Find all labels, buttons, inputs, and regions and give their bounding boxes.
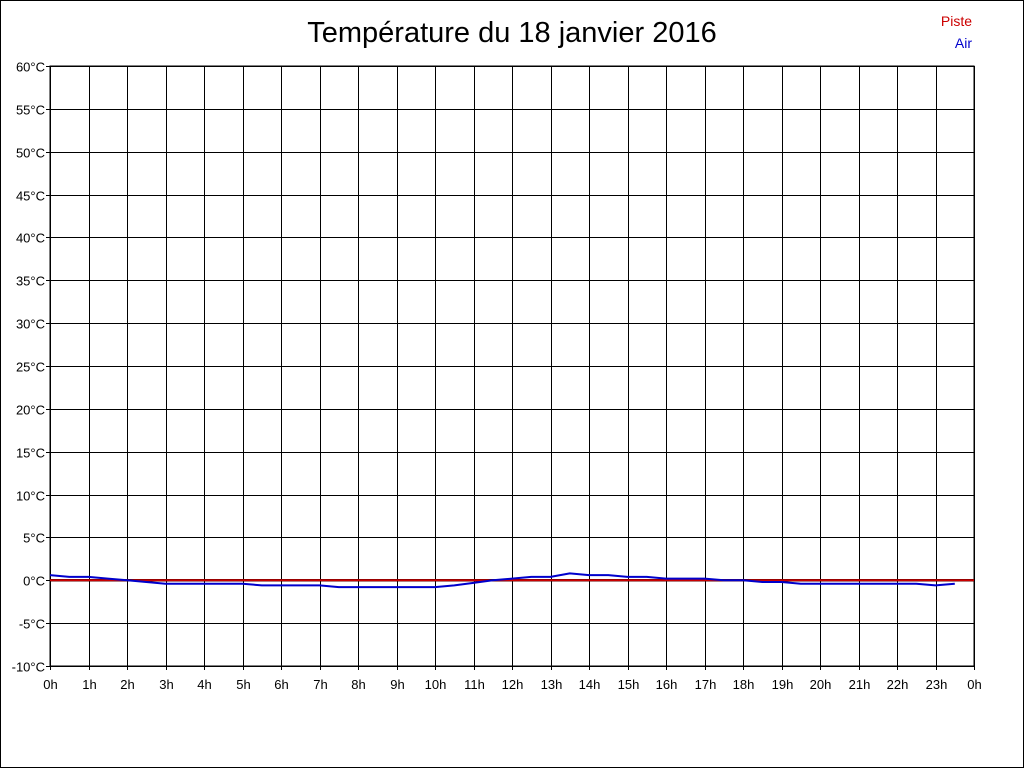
x-tick-label: 14h [579,677,601,692]
x-tick-label: 21h [849,677,871,692]
x-tick-label: 1h [82,677,96,692]
x-tick-label: 16h [656,677,678,692]
x-tick-label: 10h [425,677,447,692]
x-tick-label: 0h [43,677,57,692]
x-tick-label: 13h [541,677,563,692]
y-tick-label: 25°C [16,360,45,375]
x-tick-label: 9h [390,677,404,692]
legend-entry-air: Air [954,35,972,51]
y-tick-label: 55°C [16,103,45,118]
y-tick-label: 60°C [16,60,45,75]
y-tick-label: 50°C [16,146,45,161]
y-tick-label: 35°C [16,274,45,289]
y-tick-label: 40°C [16,231,45,246]
y-tick-label: 45°C [16,189,45,204]
y-tick-label: 15°C [16,446,45,461]
y-tick-label: -5°C [19,617,45,632]
x-tick-label: 6h [274,677,288,692]
y-tick-label: 10°C [16,489,45,504]
x-tick-label: 5h [236,677,250,692]
x-tick-label: 18h [733,677,755,692]
x-tick-label: 19h [772,677,794,692]
x-tick-label: 8h [351,677,365,692]
y-tick-label: -10°C [12,660,45,675]
x-tick-label: 20h [810,677,832,692]
chart-title: Température du 18 janvier 2016 [307,17,717,49]
axis-labels: 0h 1h 2h 3h 4h 5h 6h 7h 8h 9h 10h 11h 12h 13h 14h 15h 16… [12,60,982,693]
x-tick-label: 17h [695,677,717,692]
x-tick-label: 4h [197,677,211,692]
x-tick-label: 11h [464,677,485,692]
x-tick-label: 15h [618,677,640,692]
x-tick-label: 23h [926,677,948,692]
x-tick-label: 7h [313,677,327,692]
y-tick-label: 20°C [16,403,45,418]
grid [46,65,975,670]
x-tick-label: 22h [887,677,909,692]
x-tick-label: 3h [159,677,173,692]
y-tick-label: 5°C [23,531,45,546]
series-layer [49,572,974,589]
x-tick-label: 12h [502,677,524,692]
x-tick-label: 0h [967,677,981,692]
legend-entry-piste: Piste [940,13,972,29]
series-line-air [49,572,955,589]
y-tick-label: 0°C [23,574,45,589]
x-tick-label: 2h [120,677,134,692]
y-tick-label: 30°C [16,317,45,332]
